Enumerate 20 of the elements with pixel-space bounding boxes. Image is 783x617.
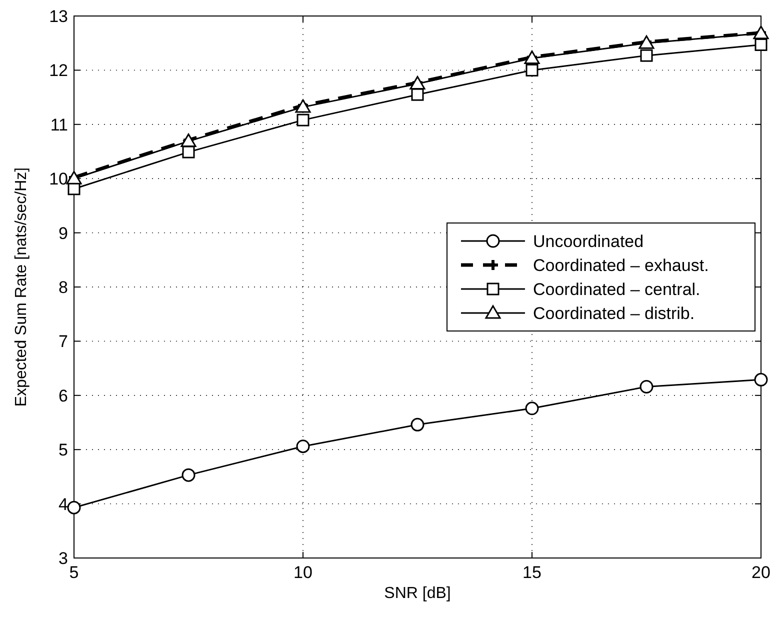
y-axis-title: Expected Sum Rate [nats/sec/Hz] (13, 167, 30, 407)
legend-label: Coordinated – distrib. (533, 304, 695, 323)
y-tick-label: 8 (58, 278, 68, 297)
y-tick-label: 9 (58, 224, 68, 243)
y-tick-label: 12 (49, 61, 68, 80)
x-tick-label: 15 (522, 563, 542, 582)
legend-label: Uncoordinated (533, 232, 644, 251)
y-tick-label: 13 (49, 6, 68, 26)
y-tick-label: 11 (50, 115, 68, 134)
x-tick-label: 10 (294, 563, 312, 582)
y-tick-label: 6 (58, 386, 68, 406)
y-tick-label: 5 (58, 440, 68, 460)
y-tick-label: 7 (58, 332, 68, 352)
legend-label: Coordinated – central. (533, 280, 700, 299)
y-tick-label: 10 (49, 170, 68, 189)
x-axis-title: SNR [dB] (384, 585, 451, 602)
x-tick-label: 20 (752, 563, 770, 582)
legend-label: Coordinated – exhaust. (533, 256, 709, 275)
y-tick-label: 4 (58, 494, 68, 514)
y-tick-label: 3 (58, 548, 68, 568)
